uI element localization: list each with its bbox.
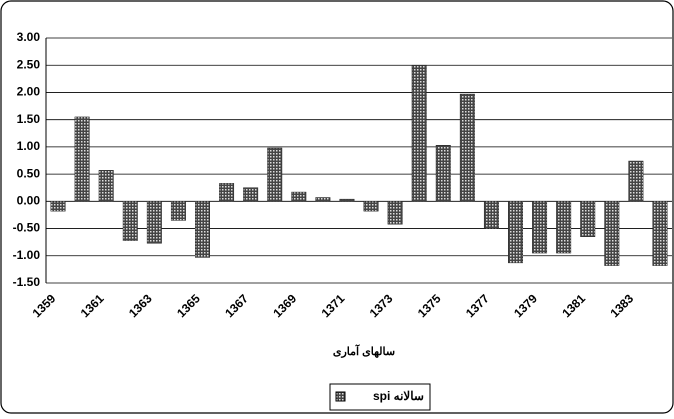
bar xyxy=(267,147,283,202)
x-axis-title: سالهای آماری xyxy=(333,344,395,358)
bar xyxy=(459,93,475,202)
bar xyxy=(243,187,259,202)
bar xyxy=(50,201,66,212)
bar xyxy=(339,198,355,202)
bar xyxy=(195,201,210,258)
bar xyxy=(652,201,668,266)
y-tick-label: 2.00 xyxy=(17,85,41,99)
bar xyxy=(580,201,596,237)
bar xyxy=(315,197,331,202)
y-tick-label: 0.50 xyxy=(17,166,41,180)
bar xyxy=(604,201,620,266)
bar xyxy=(435,145,451,202)
y-tick-label: -1.00 xyxy=(13,248,41,262)
legend-label: سالانه spi xyxy=(373,389,424,403)
y-tick-label: 1.00 xyxy=(17,139,41,153)
bar xyxy=(291,191,307,202)
bar xyxy=(387,201,403,225)
bar xyxy=(74,116,90,202)
y-tick-label: 1.50 xyxy=(17,112,41,126)
y-tick-label: 0.00 xyxy=(17,194,41,208)
bar xyxy=(122,201,138,241)
bar xyxy=(411,64,427,202)
y-tick-label: -1.50 xyxy=(13,275,41,289)
bar xyxy=(219,183,235,202)
legend-box xyxy=(329,383,431,411)
bar xyxy=(146,201,162,244)
y-tick-label: 3.00 xyxy=(17,30,41,44)
legend: سالانه spi xyxy=(329,383,431,411)
legend-swatch xyxy=(335,391,346,402)
bar xyxy=(628,160,644,202)
bar xyxy=(532,201,548,254)
bar xyxy=(170,201,186,221)
y-tick-label: -0.50 xyxy=(13,221,41,235)
bar xyxy=(556,201,572,254)
bar xyxy=(508,201,523,264)
bar xyxy=(363,201,379,212)
bar xyxy=(483,201,499,229)
y-tick-label: 2.50 xyxy=(17,57,41,71)
bar xyxy=(98,170,114,202)
